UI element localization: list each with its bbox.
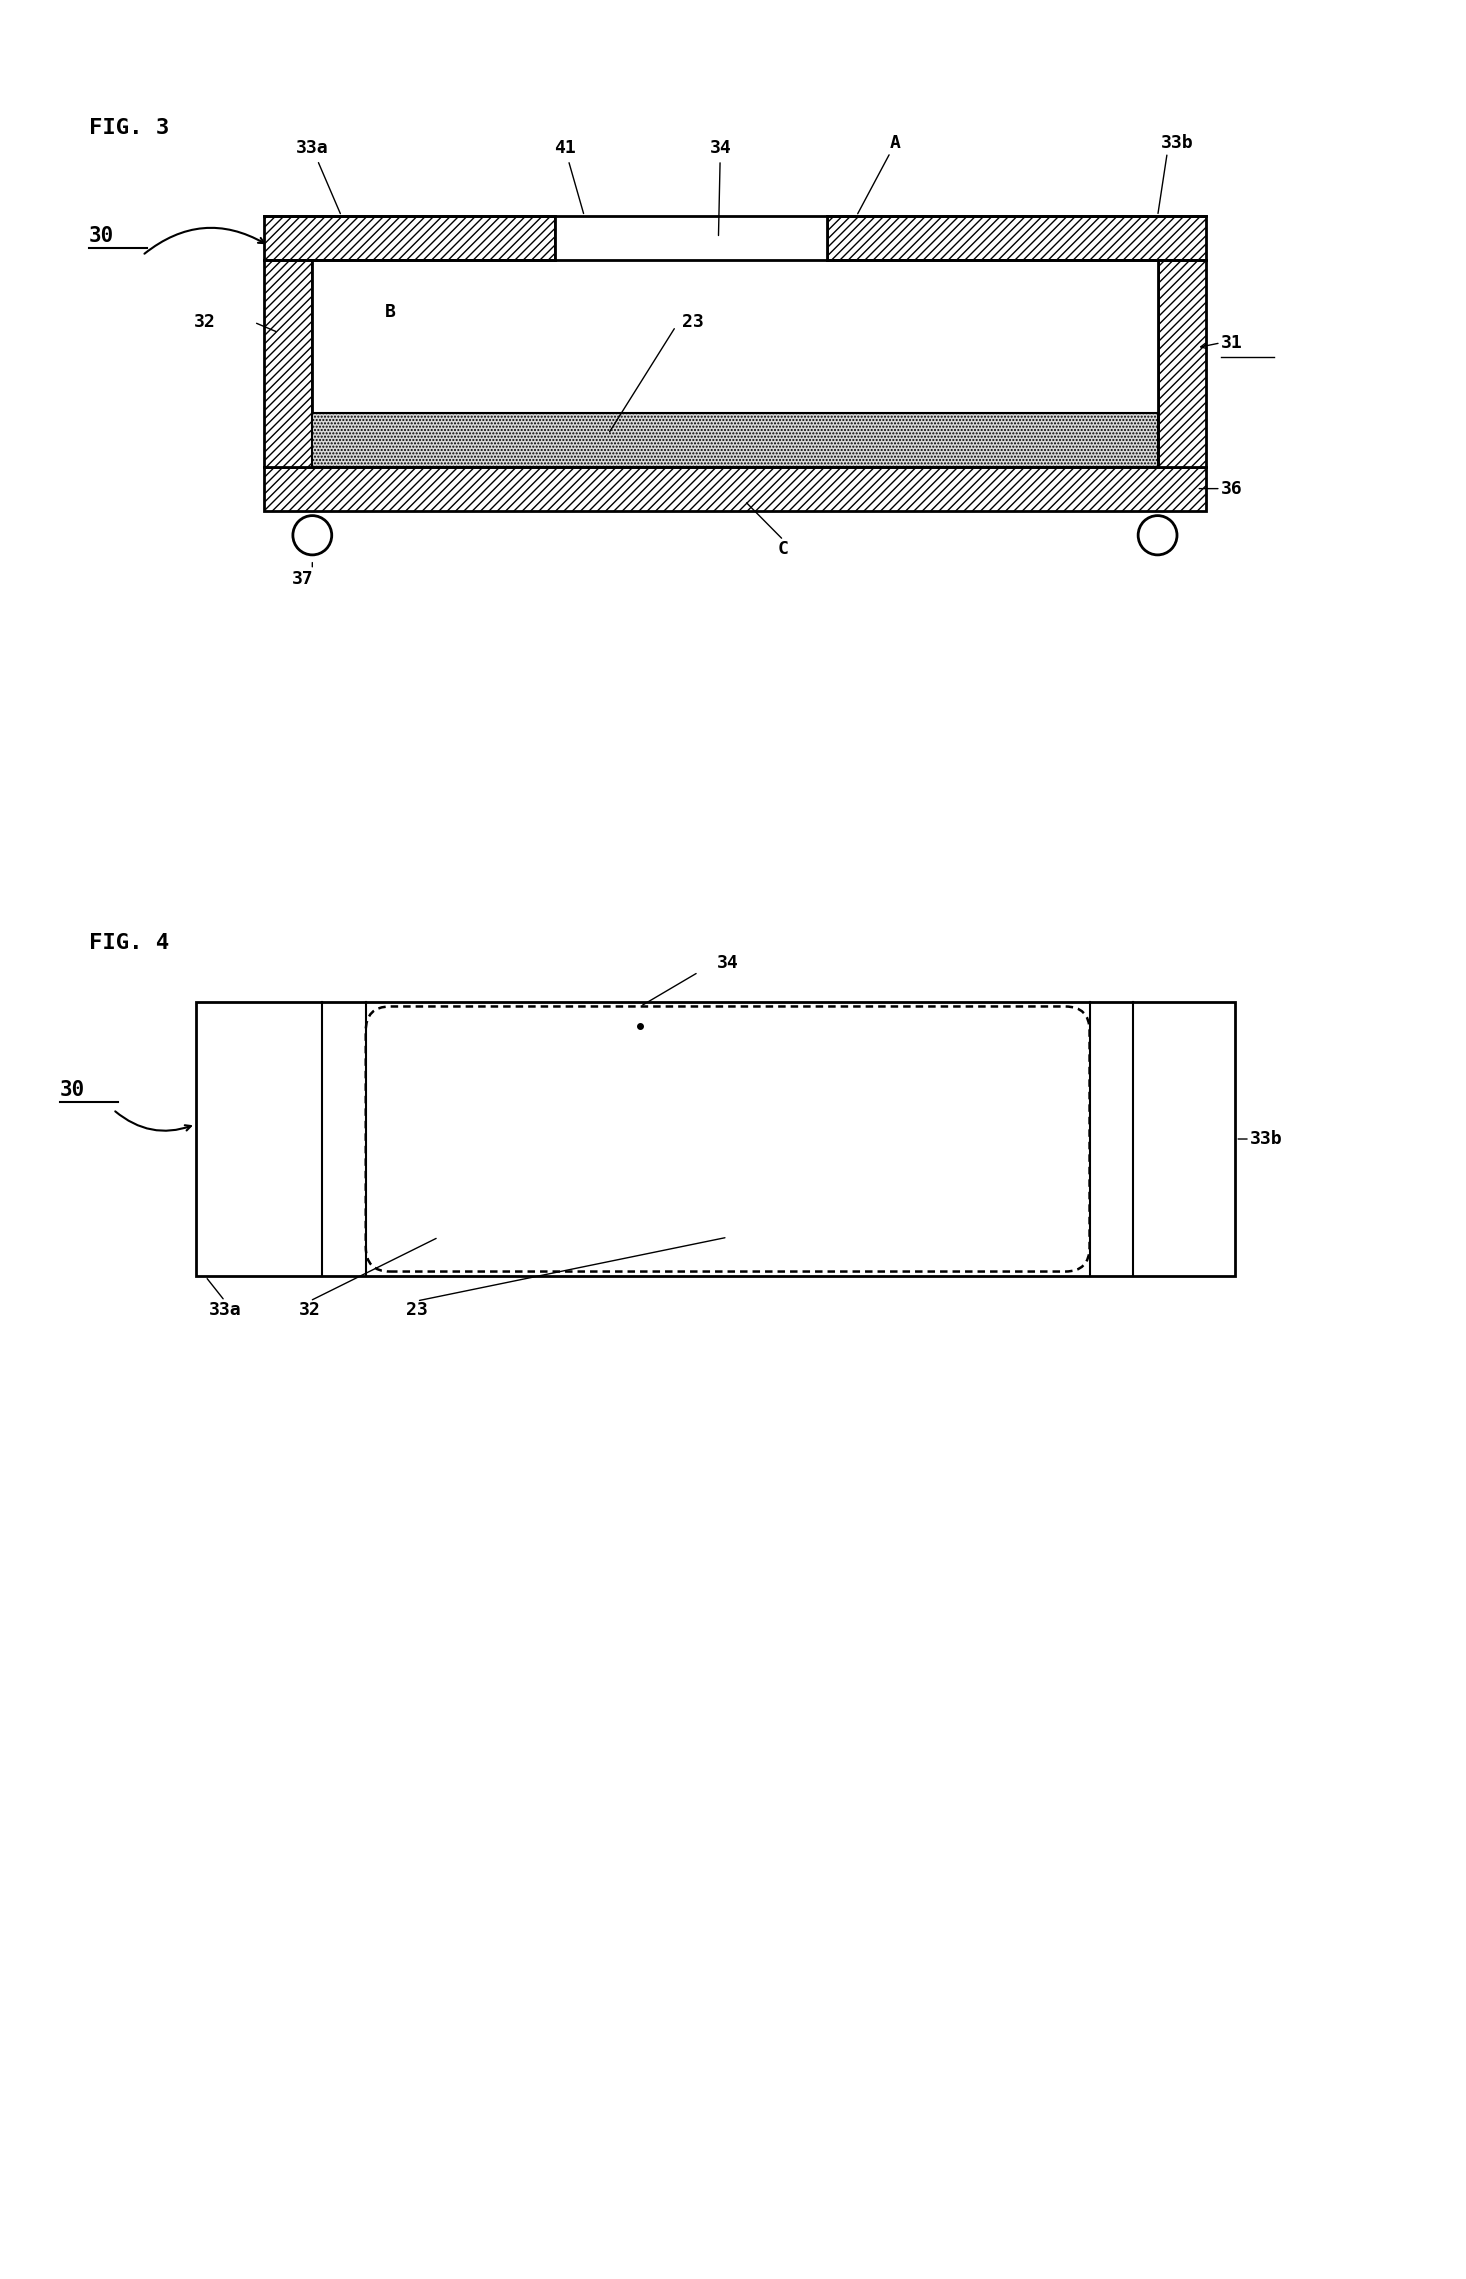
Text: 32: 32 (194, 312, 216, 330)
Text: 33b: 33b (1250, 1130, 1283, 1149)
Text: FIG. 4: FIG. 4 (89, 932, 169, 953)
Circle shape (1138, 515, 1177, 554)
Bar (264, 260, 312, 467)
Circle shape (293, 515, 331, 554)
Text: 34: 34 (717, 955, 739, 973)
Bar (312, 412, 1158, 467)
Text: 36: 36 (1221, 479, 1243, 497)
Bar (264, 217, 556, 260)
Text: A: A (890, 134, 900, 153)
Text: C: C (778, 540, 789, 558)
Bar (827, 217, 1207, 260)
Text: 33b: 33b (1161, 134, 1193, 153)
Text: B: B (384, 303, 396, 321)
Text: 31: 31 (1221, 333, 1243, 351)
Bar (264, 467, 1207, 510)
Bar (312, 260, 1158, 467)
Text: 41: 41 (554, 139, 583, 214)
Text: 30: 30 (60, 1080, 85, 1101)
Bar (196, 1000, 1236, 1276)
Bar (1158, 260, 1207, 467)
Text: 33a: 33a (208, 1301, 242, 1320)
Bar (264, 260, 312, 467)
Bar (312, 412, 1158, 467)
Bar (264, 467, 1207, 510)
Bar (556, 217, 827, 260)
FancyBboxPatch shape (365, 1007, 1089, 1272)
Text: 34: 34 (710, 139, 732, 235)
Text: 23: 23 (682, 312, 704, 330)
Text: 23: 23 (406, 1301, 428, 1320)
Text: FIG. 3: FIG. 3 (89, 119, 169, 139)
Bar (264, 217, 556, 260)
Text: 30: 30 (89, 226, 114, 246)
Text: 33a: 33a (296, 139, 340, 214)
Bar (1158, 260, 1207, 467)
Text: 37: 37 (292, 570, 314, 588)
Bar (827, 217, 1207, 260)
Text: 32: 32 (299, 1301, 321, 1320)
